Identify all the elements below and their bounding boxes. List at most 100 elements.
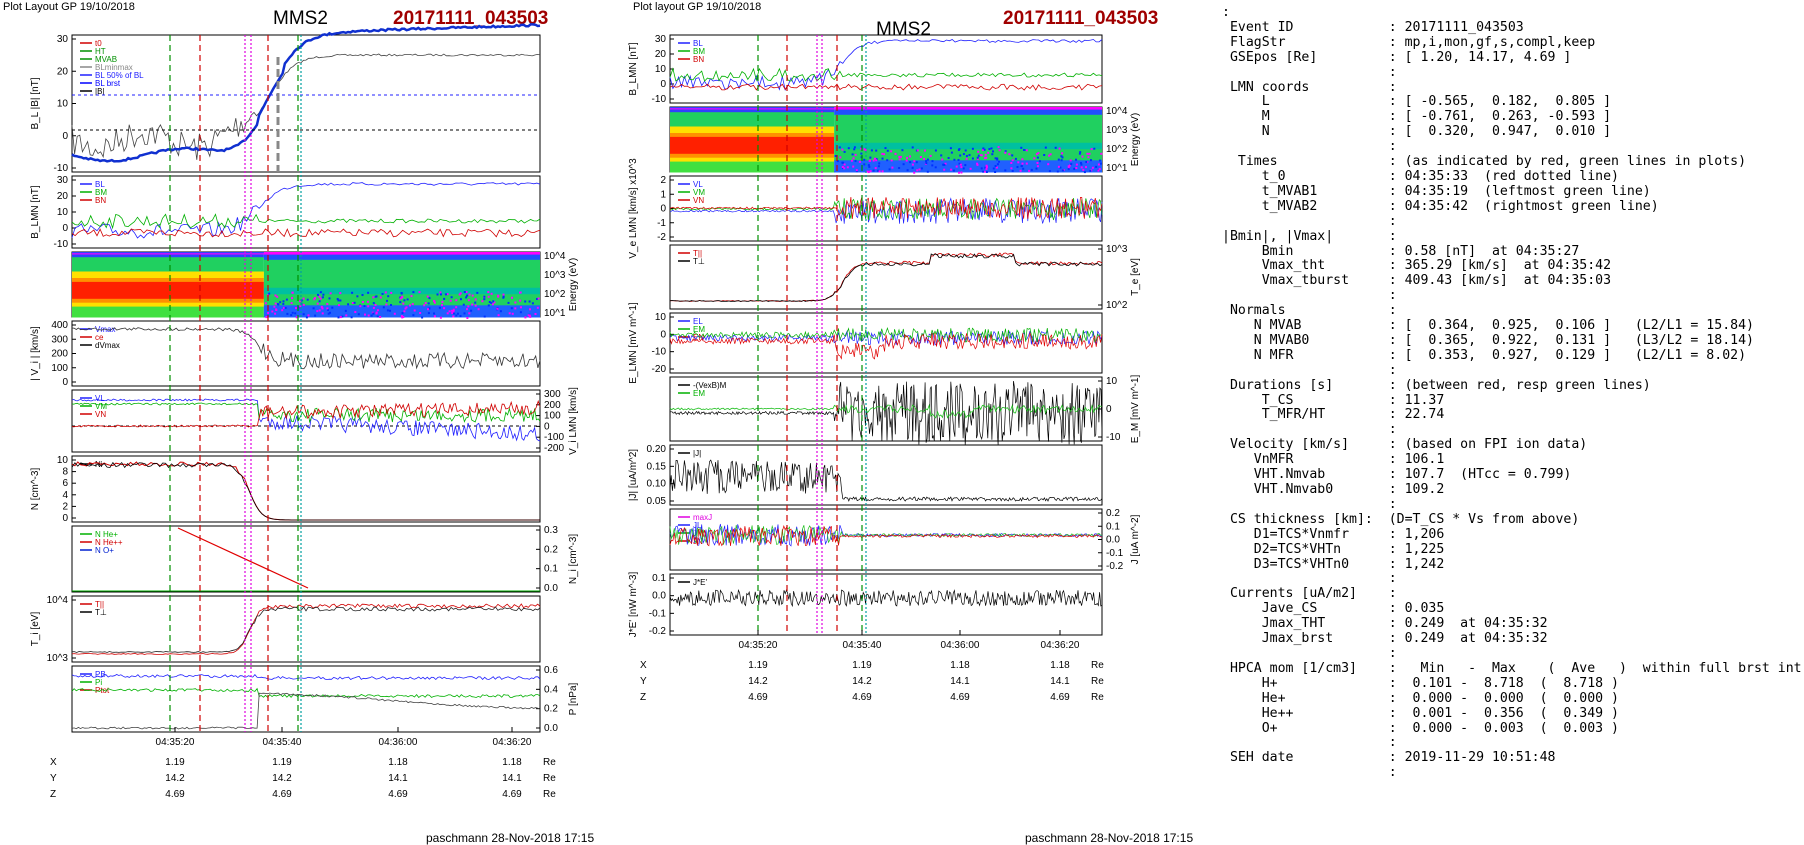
- spectrogram-speckle: [282, 300, 285, 303]
- y-tick-label: 0: [544, 421, 550, 432]
- pos-value: 4.69: [852, 692, 872, 703]
- spectrogram-speckle: [883, 153, 886, 156]
- spectrogram-speckle: [401, 316, 404, 319]
- spectrogram-speckle: [481, 300, 484, 303]
- spectrogram-speckle: [402, 316, 405, 318]
- series-vn: [71, 399, 541, 428]
- spectrogram-speckle: [980, 167, 983, 170]
- spectrogram-speckle: [992, 167, 995, 170]
- spectrogram-speckle: [474, 301, 477, 304]
- spectrogram-speckle: [964, 149, 967, 152]
- spectrogram-speckle: [1080, 166, 1083, 169]
- y-tick-label: 1: [660, 189, 666, 200]
- spectrogram-speckle: [1075, 163, 1078, 166]
- y-tick-label: 0.10: [647, 479, 667, 490]
- spectrogram-speckle: [314, 297, 317, 300]
- spectrogram-speckle: [1069, 159, 1072, 162]
- info-line: CS thickness [km]: (D=T_CS * Vs from abo…: [1229, 511, 1580, 527]
- pos-value: 1.19: [852, 660, 872, 671]
- spectrogram-speckle: [455, 299, 458, 302]
- spectrogram-speckle: [524, 300, 527, 303]
- spectrogram-speckle: [502, 296, 505, 299]
- spectrogram-speckle: [536, 298, 538, 300]
- spectrogram-speckle: [536, 306, 539, 309]
- spectrogram-speckle: [337, 299, 340, 302]
- spectrogram-speckle: [1048, 170, 1051, 173]
- spectrogram-band: [834, 114, 1102, 144]
- spectrogram-speckle: [474, 304, 477, 307]
- spectrogram-speckle: [381, 293, 384, 295]
- spectrogram-speckle: [969, 167, 972, 170]
- y-tick-label: 0.1: [1106, 521, 1120, 532]
- info-line: Times : (as indicated by red, green line…: [1237, 154, 1747, 170]
- series-em: [669, 403, 1103, 419]
- spectrogram-speckle: [291, 291, 294, 294]
- x-tick-label: 04:35:40: [843, 640, 882, 651]
- pos-row-label: Z: [640, 692, 646, 703]
- legend-label: EN: [693, 333, 704, 342]
- spectrogram-speckle: [455, 314, 458, 317]
- series-vl: [71, 398, 541, 442]
- spectrogram-speckle: [943, 163, 946, 166]
- y-tick-label: 100: [544, 411, 561, 422]
- series-el: [669, 330, 1103, 346]
- spectrogram-speckle: [875, 159, 878, 162]
- y-tick-label: -10: [652, 94, 667, 105]
- spectrogram-speckle: [858, 160, 861, 163]
- panel-frame: [669, 244, 1103, 310]
- spectrogram-speckle: [399, 297, 402, 300]
- spectrogram-speckle: [528, 314, 531, 317]
- spectrogram-speckle: [1025, 162, 1028, 165]
- spectrogram-speckle: [491, 303, 494, 306]
- spectrogram-band: [834, 107, 1102, 111]
- info-line: He++ : 0.001 - 0.356 ( 0.349 ): [1261, 705, 1619, 721]
- spectrogram-speckle: [971, 157, 974, 160]
- pos-value: 1.19: [165, 757, 185, 768]
- legend-label: JL: [693, 521, 702, 530]
- info-line: Currents [uA/m2] :: [1229, 586, 1397, 602]
- y-tick-label: 0.05: [647, 496, 667, 507]
- info-line: :: [1388, 139, 1397, 155]
- y-tick-label: 10: [57, 455, 69, 466]
- spectrogram-speckle: [987, 151, 990, 154]
- spectrogram-speckle: [940, 154, 943, 157]
- spectrogram-speckle: [328, 297, 331, 300]
- spectrogram-speckle: [367, 305, 370, 308]
- spectrogram-speckle: [931, 164, 934, 167]
- spectrogram-speckle: [950, 151, 953, 154]
- info-line: :: [1388, 571, 1397, 587]
- spectrogram-speckle: [1023, 149, 1025, 151]
- series-jn: [669, 525, 1103, 547]
- spectrogram-speckle: [413, 309, 416, 312]
- spectrogram-speckle: [367, 291, 370, 294]
- spectrogram-speckle: [977, 154, 980, 157]
- legend-label: VM: [693, 188, 705, 197]
- spectrogram-speckle: [1075, 158, 1077, 161]
- spectrogram-speckle: [898, 158, 901, 161]
- info-line: VHT.Nmvab0 : 109.2: [1253, 482, 1445, 497]
- spectrogram-speckle: [455, 306, 458, 309]
- spectrogram-speckle: [471, 303, 474, 306]
- spectrogram-speckle: [487, 291, 490, 293]
- legend-label: T||: [693, 249, 702, 258]
- spectrogram-band: [263, 294, 540, 306]
- spectrogram-speckle: [958, 148, 961, 151]
- info-line: Vmax_tht : 365.29 [km/s] at 04:35:42: [1261, 258, 1612, 274]
- spectrogram-speckle: [854, 159, 857, 162]
- info-line: D3=TCS*VHTn0 : 1,242: [1253, 556, 1445, 572]
- spectrogram-speckle: [404, 307, 407, 310]
- spectrogram-speckle: [436, 293, 439, 296]
- y-tick-label: -0.1: [1106, 548, 1124, 559]
- spectrogram-band: [670, 112, 835, 127]
- pos-row-label: Y: [50, 773, 57, 784]
- spectrogram-speckle: [985, 165, 988, 168]
- spectrogram-speckle: [1061, 156, 1064, 159]
- spectrogram-speckle: [1020, 165, 1023, 167]
- spectrogram-speckle: [901, 149, 904, 152]
- spectrogram-speckle: [965, 157, 968, 160]
- spectrogram-speckle: [1047, 163, 1050, 166]
- spectrogram-speckle: [423, 304, 426, 307]
- info-line: N MVAB0 : [ 0.365, 0.922, 0.131 ] (L3/L2…: [1253, 332, 1754, 348]
- spectrogram-speckle: [960, 166, 963, 169]
